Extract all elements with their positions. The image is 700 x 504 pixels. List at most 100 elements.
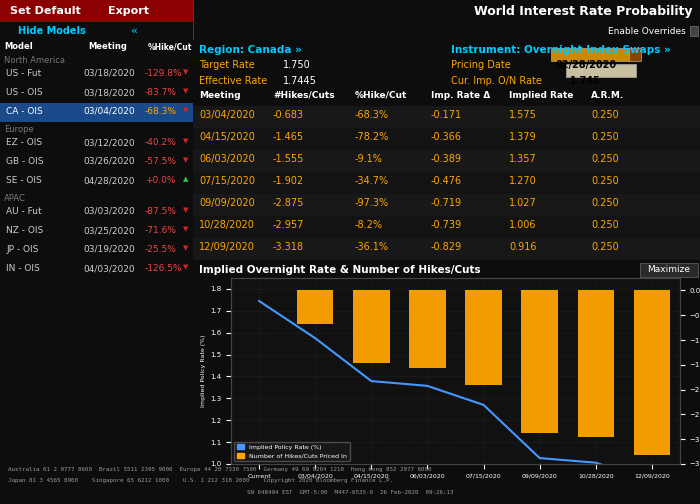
Text: -83.7%: -83.7% — [145, 88, 177, 97]
Text: Imp. Rate Δ: Imp. Rate Δ — [431, 91, 490, 100]
Text: 0.250: 0.250 — [591, 220, 619, 230]
Text: Export: Export — [108, 6, 149, 16]
Bar — [466, 290, 502, 385]
Text: 03/03/2020: 03/03/2020 — [83, 207, 134, 216]
Bar — [193, 172, 700, 194]
Bar — [522, 290, 558, 433]
Text: Instrument: Overnight Index Swaps »: Instrument: Overnight Index Swaps » — [451, 45, 671, 55]
Text: -0.476: -0.476 — [431, 176, 462, 186]
Text: 1.357: 1.357 — [509, 154, 537, 164]
Text: SE - OIS: SE - OIS — [6, 176, 42, 185]
Text: 0.250: 0.250 — [591, 198, 619, 208]
Text: Australia 61 2 9777 8600  Brazil 5511 2395 9000  Europe 44 20 7330 7500  Germany: Australia 61 2 9777 8600 Brazil 5511 239… — [8, 467, 431, 472]
Text: 03/04/2020: 03/04/2020 — [199, 110, 255, 120]
Text: -126.5%: -126.5% — [145, 264, 183, 273]
Bar — [297, 290, 333, 324]
Bar — [0, 0, 193, 22]
Text: CA - OIS: CA - OIS — [6, 107, 43, 116]
Legend: Implied Policy Rate (%), Number of Hikes/Cuts Priced In: Implied Policy Rate (%), Number of Hikes… — [234, 442, 349, 461]
Text: Europe: Europe — [4, 125, 34, 134]
Bar — [193, 194, 700, 216]
Bar — [640, 263, 698, 277]
Text: -97.3%: -97.3% — [355, 198, 389, 208]
Text: Implied Overnight Rate & Number of Hikes/Cuts: Implied Overnight Rate & Number of Hikes… — [199, 265, 481, 275]
Bar — [629, 48, 641, 61]
Bar — [193, 106, 700, 128]
Text: 1.7445: 1.7445 — [283, 76, 317, 86]
Text: Region: Canada »: Region: Canada » — [199, 45, 302, 55]
Text: -0.171: -0.171 — [431, 110, 462, 120]
Text: ▼: ▼ — [183, 88, 188, 94]
Text: 1.270: 1.270 — [509, 176, 537, 186]
Text: 03/04/2020: 03/04/2020 — [83, 107, 134, 116]
Text: 07/15/2020: 07/15/2020 — [199, 176, 255, 186]
Text: ▼: ▼ — [183, 207, 188, 213]
Text: ▼: ▼ — [183, 245, 188, 251]
Text: -78.2%: -78.2% — [355, 132, 389, 142]
Text: ▼: ▼ — [183, 226, 188, 232]
Text: 1.745: 1.745 — [570, 76, 601, 86]
Text: A.R.M.: A.R.M. — [591, 91, 624, 100]
Bar — [353, 290, 390, 363]
Text: Maximize: Maximize — [648, 265, 690, 274]
Text: -0.366: -0.366 — [431, 132, 462, 142]
Text: 09/09/2020: 09/09/2020 — [199, 198, 255, 208]
Y-axis label: Implied Policy Rate (%): Implied Policy Rate (%) — [201, 335, 206, 407]
Text: Set Default: Set Default — [10, 6, 80, 16]
Text: 0.250: 0.250 — [591, 176, 619, 186]
Text: ▼: ▼ — [183, 264, 188, 270]
Text: EZ - OIS: EZ - OIS — [6, 138, 42, 147]
Text: IN - OIS: IN - OIS — [6, 264, 40, 273]
Text: -0.683: -0.683 — [273, 110, 304, 120]
Text: 04/03/2020: 04/03/2020 — [83, 264, 134, 273]
Text: ▼: ▼ — [183, 138, 188, 144]
Text: -25.5%: -25.5% — [145, 245, 177, 254]
Text: 03/25/2020: 03/25/2020 — [83, 226, 134, 235]
Text: -0.739: -0.739 — [431, 220, 462, 230]
Text: Meeting: Meeting — [199, 91, 241, 100]
Text: Hide Models: Hide Models — [18, 26, 85, 36]
Text: Implied Rate: Implied Rate — [509, 91, 573, 100]
Text: ▼: ▼ — [183, 157, 188, 163]
Text: -71.6%: -71.6% — [145, 226, 177, 235]
Text: -1.555: -1.555 — [273, 154, 304, 164]
Bar — [578, 290, 614, 437]
Text: -1.902: -1.902 — [273, 176, 304, 186]
Text: 1.379: 1.379 — [509, 132, 537, 142]
Text: 03/26/2020: 03/26/2020 — [83, 157, 134, 166]
Text: ▼: ▼ — [183, 107, 188, 113]
Text: World Interest Rate Probability: World Interest Rate Probability — [473, 5, 692, 18]
Text: Model: Model — [4, 42, 33, 51]
Text: 1.027: 1.027 — [509, 198, 537, 208]
Text: Enable Overrides: Enable Overrides — [608, 27, 686, 35]
Text: -34.7%: -34.7% — [355, 176, 389, 186]
Bar — [193, 128, 700, 150]
Text: JP - OIS: JP - OIS — [6, 245, 38, 254]
Text: Effective Rate: Effective Rate — [199, 76, 267, 86]
Text: Japan 81 3 4565 8900    Singapore 65 6212 1000    U.S. 1 212 318 2000    Copyrig: Japan 81 3 4565 8900 Singapore 65 6212 1… — [8, 478, 393, 483]
Text: 0.250: 0.250 — [591, 110, 619, 120]
Bar — [193, 238, 700, 260]
Text: US - Fut: US - Fut — [6, 69, 41, 78]
Text: 1.750: 1.750 — [283, 60, 311, 70]
Text: -8.2%: -8.2% — [355, 220, 383, 230]
Bar — [193, 150, 700, 172]
Bar — [551, 48, 631, 61]
Text: ▼: ▼ — [183, 69, 188, 75]
Text: AU - Fut: AU - Fut — [6, 207, 41, 216]
Text: Meeting: Meeting — [88, 42, 127, 51]
Text: North America: North America — [4, 56, 65, 65]
Text: -1.465: -1.465 — [273, 132, 304, 142]
Bar — [410, 290, 446, 367]
Text: -129.8%: -129.8% — [145, 69, 183, 78]
Text: -0.719: -0.719 — [431, 198, 462, 208]
Bar — [0, 103, 193, 122]
Text: 03/18/2020: 03/18/2020 — [83, 69, 134, 78]
Text: GB - OIS: GB - OIS — [6, 157, 43, 166]
Text: 1.575: 1.575 — [509, 110, 537, 120]
Text: ▲: ▲ — [183, 176, 188, 182]
Text: +0.0%: +0.0% — [145, 176, 176, 185]
Text: 1.006: 1.006 — [509, 220, 536, 230]
Text: 03/12/2020: 03/12/2020 — [83, 138, 134, 147]
Bar — [566, 64, 636, 77]
